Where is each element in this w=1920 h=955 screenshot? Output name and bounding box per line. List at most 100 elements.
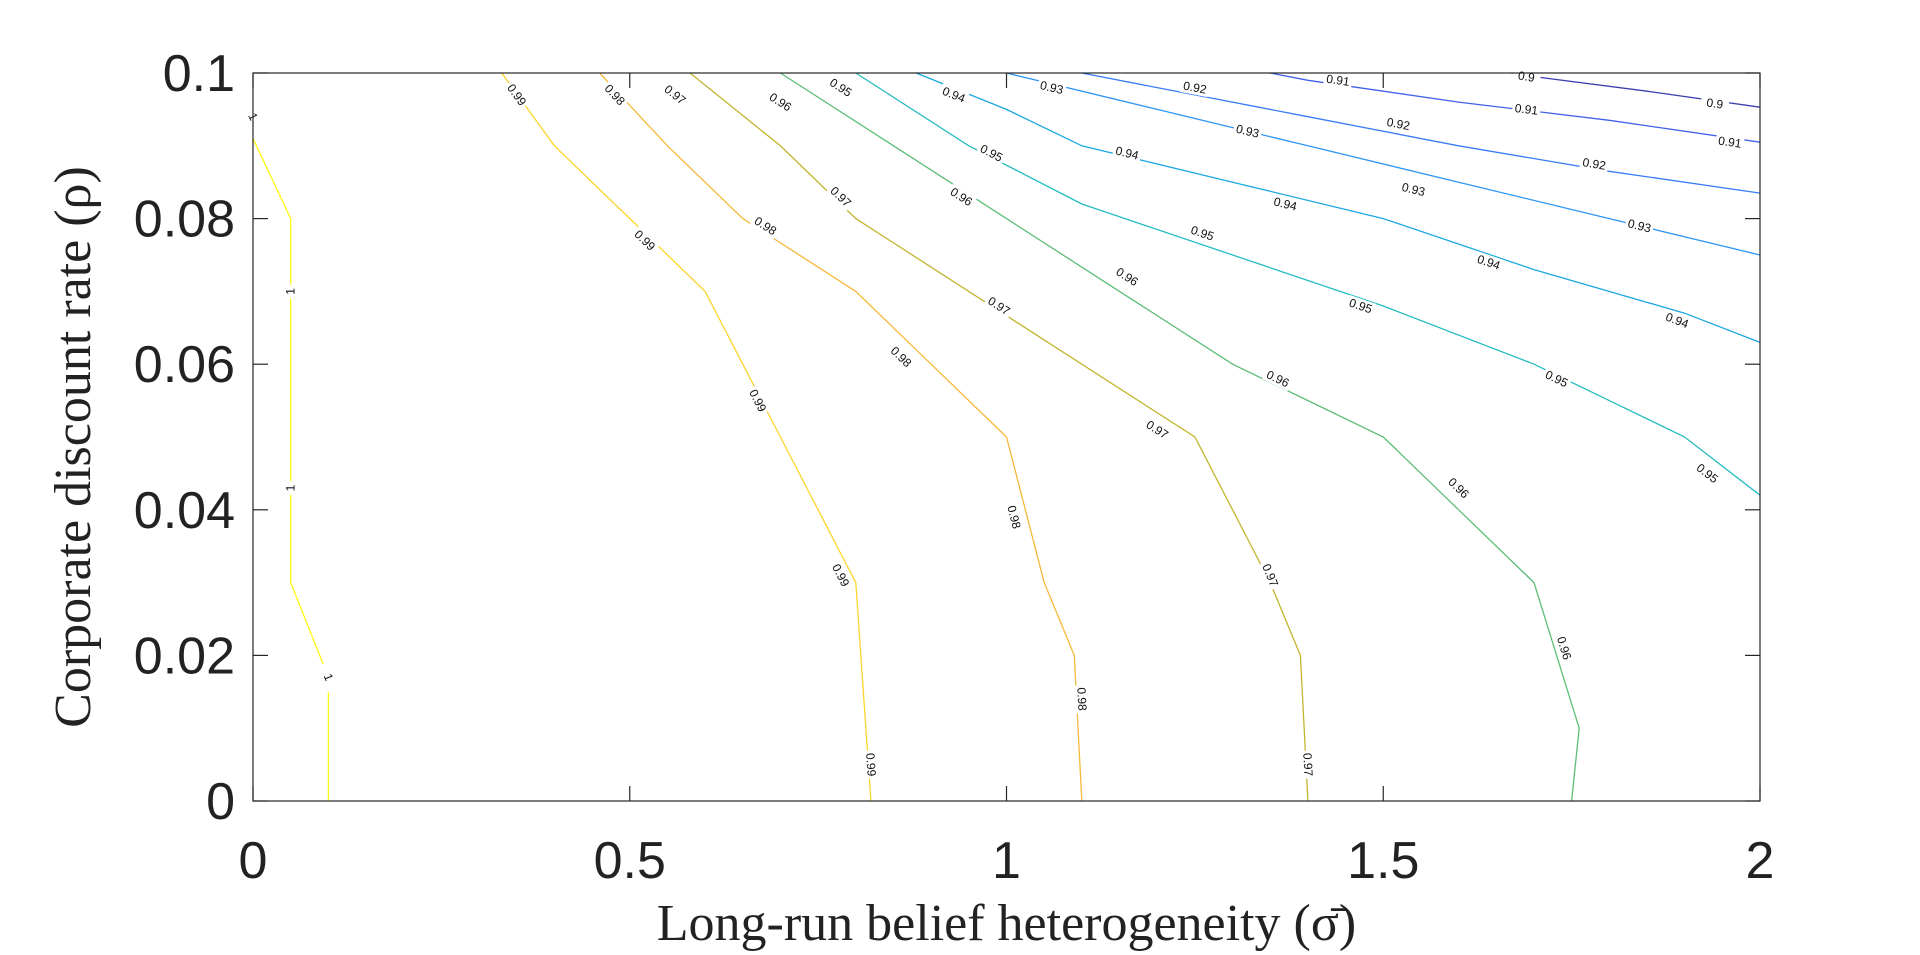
contour-lines xyxy=(252,72,1761,802)
contour-label-bg xyxy=(749,212,781,240)
contour-line-0.91 xyxy=(1270,72,1761,143)
contour-label-bg xyxy=(1258,559,1283,591)
y-axis-label: Corporate discount rate (ρ) xyxy=(45,166,102,728)
contour-label-bg xyxy=(1511,67,1542,86)
contour-label-0.9: 0.9 xyxy=(1706,95,1725,111)
contour-label-0.92: 0.92 xyxy=(1182,79,1208,97)
contour-label-bg xyxy=(600,79,630,110)
contour-label-bg xyxy=(764,88,796,116)
contour-label-bg xyxy=(1540,366,1573,392)
contour-label-bg xyxy=(1111,263,1143,291)
contour-label-0.94: 0.94 xyxy=(1272,194,1298,213)
x-tick-label: 1 xyxy=(992,832,1021,890)
contour-label-0.95: 0.95 xyxy=(1347,296,1374,317)
contour-label-bg xyxy=(825,74,857,102)
contour-label-bg xyxy=(283,481,298,495)
axis-ticks xyxy=(252,72,1761,802)
contour-label-bg xyxy=(283,284,298,299)
contour-label-bg xyxy=(1624,215,1655,236)
contour-label-bg xyxy=(975,140,1008,166)
contour-label-0.92: 0.92 xyxy=(1582,155,1608,173)
contour-label-bg xyxy=(1699,94,1730,113)
y-tick-label: 0.02 xyxy=(134,627,235,685)
contour-line-0.95 xyxy=(855,72,1761,496)
contour-label-0.99: 0.99 xyxy=(863,752,879,777)
contour-line-0.97 xyxy=(689,72,1309,802)
contour-line-0.94 xyxy=(915,72,1761,344)
contour-line-0.96 xyxy=(780,72,1580,802)
contour-line-0.92 xyxy=(1081,72,1761,194)
contour-label-1: 1 xyxy=(284,288,298,295)
contour-label-bg xyxy=(1141,416,1173,444)
contour-label-bg xyxy=(983,292,1015,320)
contour-label-bg xyxy=(938,83,970,107)
contour-label-0.94: 0.94 xyxy=(1114,144,1140,163)
contour-label-0.91: 0.91 xyxy=(1717,134,1742,151)
contour-label-bg xyxy=(1345,294,1377,318)
x-tick-label: 0 xyxy=(239,832,268,890)
contour-label-bg xyxy=(1661,308,1693,333)
contour-label-bg xyxy=(1579,154,1610,174)
y-tick-label: 0.06 xyxy=(134,336,235,394)
contour-label-0.92: 0.92 xyxy=(1386,115,1412,133)
contour-label-bg xyxy=(1232,121,1263,142)
contour-line-0.99 xyxy=(501,72,872,802)
contour-label-bg xyxy=(1300,750,1316,779)
contour-label-0.93: 0.93 xyxy=(1235,122,1261,141)
contour-label-bg xyxy=(945,183,977,211)
contour-label-bg xyxy=(1270,193,1301,215)
contour-label-bg xyxy=(825,182,856,212)
x-tick-label: 1.5 xyxy=(1347,832,1419,890)
x-axis-label: Long-run belief heterogeneity (σ̄) xyxy=(657,895,1356,952)
contour-label-bg xyxy=(1473,251,1505,274)
contour-label-1: 1 xyxy=(284,484,298,491)
contour-label-1: 1 xyxy=(321,672,337,684)
contour-label-bg xyxy=(1443,473,1474,503)
contour-label-bg xyxy=(1179,78,1210,98)
contour-label-bg xyxy=(1111,143,1143,164)
contour-label-bg xyxy=(1323,71,1353,90)
contour-label-0.94: 0.94 xyxy=(1475,252,1502,273)
contour-label-bg xyxy=(1553,632,1575,664)
contour-label-bg xyxy=(316,661,341,693)
contour-line-0.98 xyxy=(599,72,1083,802)
contour-label-bg xyxy=(629,225,660,256)
x-tick-labels: 0 0.5 1 1.5 2 xyxy=(239,832,1775,890)
contour-label-0.93: 0.93 xyxy=(1626,216,1652,235)
contour-label-bg xyxy=(886,342,916,372)
contour-label-0.93: 0.93 xyxy=(1039,78,1065,97)
contour-label-bg xyxy=(862,750,879,780)
contour-labels: 11110.990.990.990.990.990.980.980.980.98… xyxy=(243,67,1745,780)
contour-label-bg xyxy=(1398,179,1429,200)
x-tick-label: 2 xyxy=(1746,832,1775,890)
contour-label-0.97: 0.97 xyxy=(1300,753,1315,777)
contour-label-0.98: 0.98 xyxy=(1004,504,1023,530)
contour-label-0.98: 0.98 xyxy=(1074,687,1089,711)
contour-label-bg xyxy=(1715,133,1745,152)
contour-label-0.93: 0.93 xyxy=(1400,180,1426,199)
contour-label-bg xyxy=(1186,222,1218,245)
contour-label-bg xyxy=(1383,114,1414,134)
contour-label-0.96: 0.96 xyxy=(1554,635,1574,662)
x-tick-label: 0.5 xyxy=(594,832,666,890)
contour-label-bg xyxy=(1511,100,1542,119)
contour-label-bg xyxy=(1036,77,1067,98)
y-tick-labels: 0 0.02 0.04 0.06 0.08 0.1 xyxy=(134,45,235,831)
contour-label-bg xyxy=(1262,366,1294,392)
y-tick-label: 0.1 xyxy=(163,45,235,103)
y-tick-label: 0.08 xyxy=(134,191,235,249)
contour-label-bg xyxy=(1003,501,1025,533)
y-tick-label: 0.04 xyxy=(134,482,235,540)
y-tick-label: 0 xyxy=(206,773,235,831)
contour-label-0.9: 0.9 xyxy=(1517,68,1536,85)
contour-label-0.91: 0.91 xyxy=(1514,101,1539,118)
contour-label-bg xyxy=(1074,684,1090,714)
contour-label-bg xyxy=(502,79,531,111)
contour-label-bg xyxy=(745,384,771,417)
contour-label-bg xyxy=(659,80,691,110)
contour-label-bg xyxy=(828,559,854,591)
contour-line-1 xyxy=(252,138,330,801)
contour-label-bg xyxy=(1691,459,1723,488)
contour-label-0.95: 0.95 xyxy=(1189,223,1216,244)
